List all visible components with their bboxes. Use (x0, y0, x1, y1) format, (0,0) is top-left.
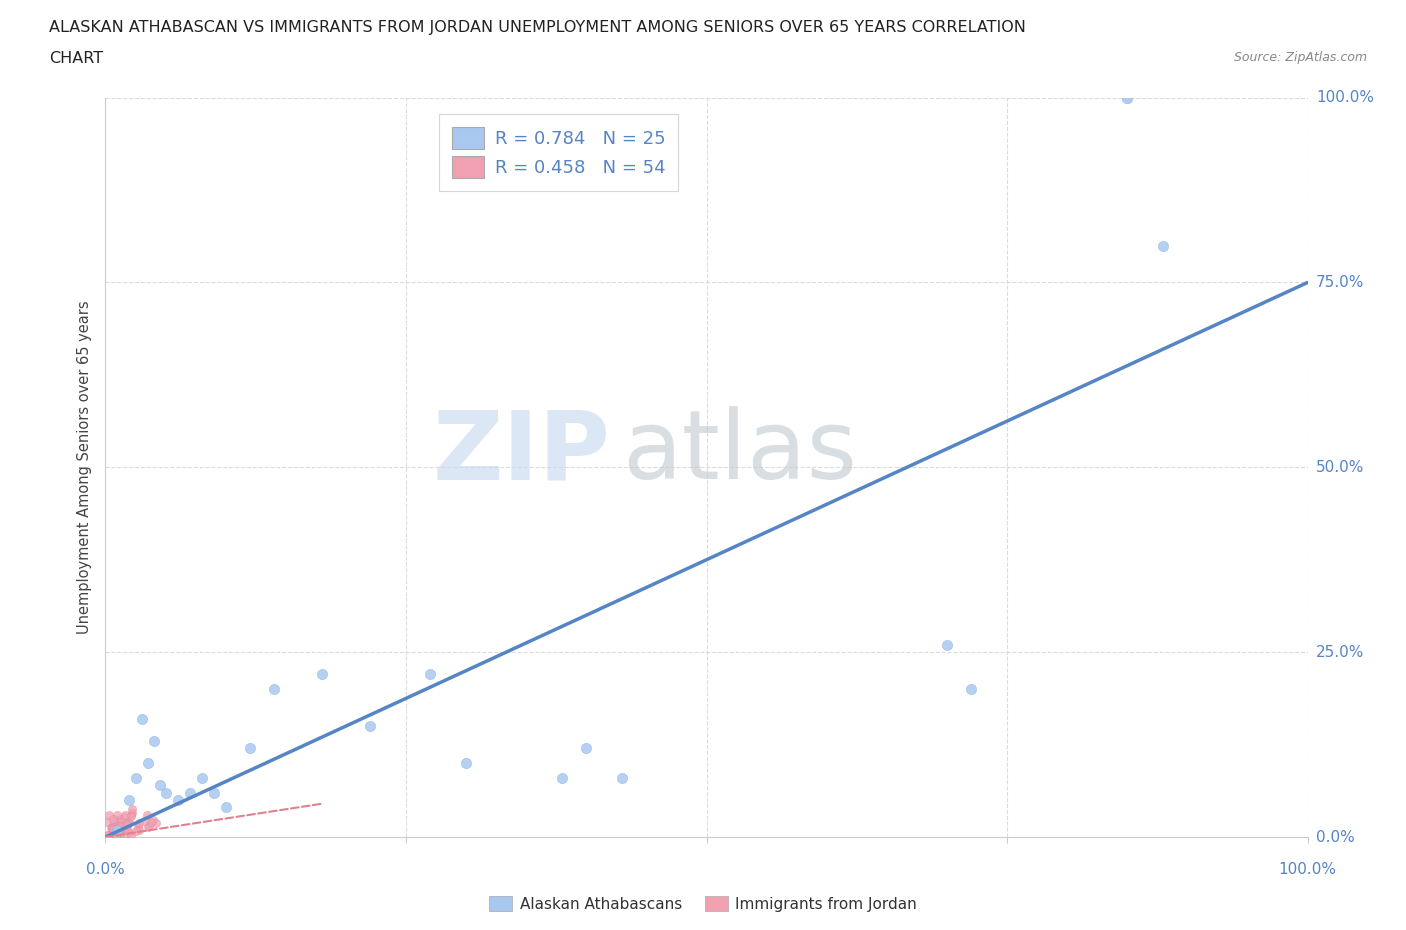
Point (124, 823, 146, 838)
Point (128, 823, 150, 838)
Point (121, 802, 143, 817)
Point (131, 711, 153, 726)
Point (936, 637, 959, 652)
Point (101, 827, 124, 842)
Point (155, 785, 177, 800)
Point (551, 770, 574, 785)
Point (107, 822, 129, 837)
Point (108, 826, 131, 841)
Point (114, 820, 136, 835)
Point (136, 755, 159, 770)
Point (120, 828, 142, 843)
Point (107, 825, 129, 840)
Legend: R = 0.784   N = 25, R = 0.458   N = 54: R = 0.784 N = 25, R = 0.458 N = 54 (439, 114, 678, 191)
Text: 100.0%: 100.0% (1278, 862, 1337, 877)
Point (107, 819, 129, 834)
Point (118, 815, 141, 830)
Point (98, 808, 121, 823)
Point (127, 819, 149, 834)
Text: atlas: atlas (623, 406, 858, 499)
Point (128, 816, 150, 830)
Point (114, 808, 136, 823)
Point (120, 809, 142, 824)
Point (142, 734, 165, 749)
Point (112, 829, 135, 844)
Text: 100.0%: 100.0% (1316, 90, 1374, 105)
Point (107, 814, 129, 829)
Point (112, 821, 135, 836)
Legend: Alaskan Athabascans, Immigrants from Jordan: Alaskan Athabascans, Immigrants from Jor… (482, 889, 924, 918)
Text: CHART: CHART (49, 51, 103, 66)
Point (103, 822, 125, 837)
Text: 25.0%: 25.0% (1316, 644, 1364, 659)
Point (179, 785, 201, 800)
Point (97, 828, 120, 843)
Point (138, 818, 160, 833)
Point (97, 827, 120, 842)
Text: 0.0%: 0.0% (1316, 830, 1354, 844)
Text: 75.0%: 75.0% (1316, 275, 1364, 290)
Point (103, 814, 125, 829)
Text: 50.0%: 50.0% (1316, 459, 1364, 475)
Point (105, 821, 128, 836)
Point (110, 825, 132, 840)
Point (115, 817, 138, 832)
Point (134, 814, 156, 829)
Point (101, 812, 124, 827)
Text: Source: ZipAtlas.com: Source: ZipAtlas.com (1233, 51, 1367, 64)
Point (139, 815, 162, 830)
Point (239, 741, 262, 756)
Point (111, 820, 134, 835)
Point (110, 812, 132, 827)
Point (612, 770, 634, 785)
Point (112, 810, 135, 825)
Point (101, 820, 124, 835)
Point (142, 813, 165, 828)
Point (136, 807, 159, 822)
Point (105, 807, 128, 822)
Text: ZIP: ZIP (433, 406, 610, 499)
Point (359, 719, 381, 734)
Point (454, 755, 477, 770)
Point (115, 823, 138, 838)
Point (124, 770, 146, 785)
Point (101, 821, 124, 836)
Point (202, 785, 225, 800)
Point (117, 817, 139, 832)
Point (148, 777, 170, 792)
Y-axis label: Unemployment Among Seniors over 65 years: Unemployment Among Seniors over 65 years (77, 300, 93, 634)
Point (110, 819, 132, 834)
Point (101, 819, 124, 834)
Text: 0.0%: 0.0% (86, 862, 125, 877)
Point (190, 770, 212, 785)
Point (311, 667, 333, 682)
Point (1116, 90, 1139, 105)
Point (104, 830, 127, 844)
Point (108, 820, 131, 835)
Point (118, 825, 141, 840)
Point (103, 821, 125, 836)
Point (114, 820, 136, 835)
Point (121, 807, 143, 822)
Point (100, 820, 122, 835)
Point (419, 667, 441, 682)
Text: ALASKAN ATHABASCAN VS IMMIGRANTS FROM JORDAN UNEMPLOYMENT AMONG SENIORS OVER 65 : ALASKAN ATHABASCAN VS IMMIGRANTS FROM JO… (49, 20, 1026, 35)
Point (107, 816, 129, 830)
Point (94, 815, 117, 830)
Point (960, 682, 983, 697)
Point (263, 682, 285, 697)
Point (166, 792, 188, 807)
Point (1152, 238, 1174, 253)
Point (118, 792, 141, 807)
Point (117, 816, 139, 830)
Point (145, 816, 167, 830)
Point (214, 800, 236, 815)
Point (136, 819, 159, 834)
Point (121, 806, 143, 821)
Point (575, 741, 598, 756)
